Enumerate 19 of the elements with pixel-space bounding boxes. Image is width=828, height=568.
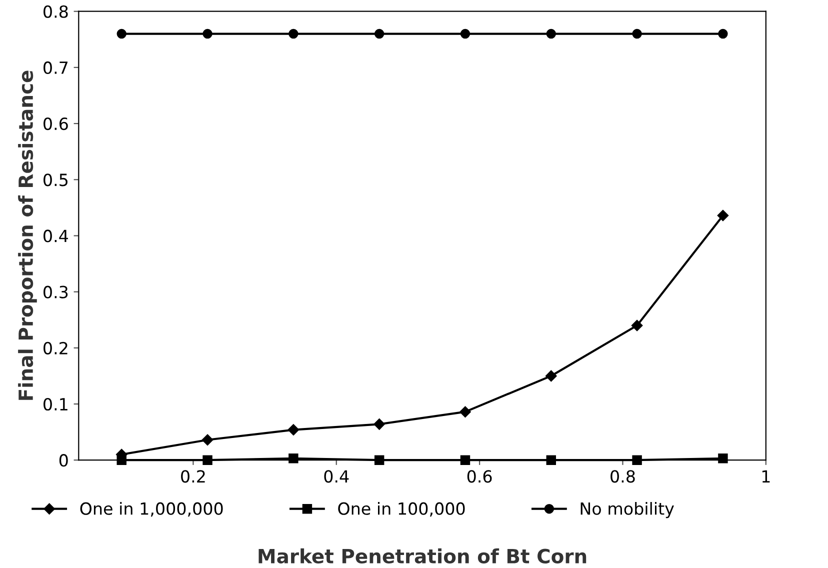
y-tick-label: 0.6 (44, 118, 68, 130)
x-tick-label: 0.4 (324, 470, 349, 483)
x-tick-label: 0.2 (181, 470, 205, 483)
legend-label: One in 1,000,000 (80, 502, 223, 517)
x-tick-label: 0.8 (610, 470, 635, 483)
y-tick-label: 0 (59, 454, 68, 467)
y-tick-label: 0.3 (44, 286, 68, 298)
y-axis-title: Final Proportion of Resistance (18, 70, 37, 400)
y-tick-label: 0.1 (44, 398, 68, 411)
y-tick-label: 0.7 (44, 61, 68, 74)
x-tick-label: 1 (762, 470, 770, 482)
y-tick-label: 0.4 (44, 230, 68, 242)
legend-label: One in 100,000 (338, 502, 465, 517)
x-axis-title: Market Penetration of Bt Corn (258, 548, 586, 564)
y-tick-label: 0.8 (44, 5, 68, 18)
legend-label: No mobility (580, 502, 674, 518)
y-tick-label: 0.2 (44, 342, 68, 354)
x-tick-label: 0.6 (467, 470, 492, 483)
y-tick-label: 0.5 (44, 174, 68, 186)
